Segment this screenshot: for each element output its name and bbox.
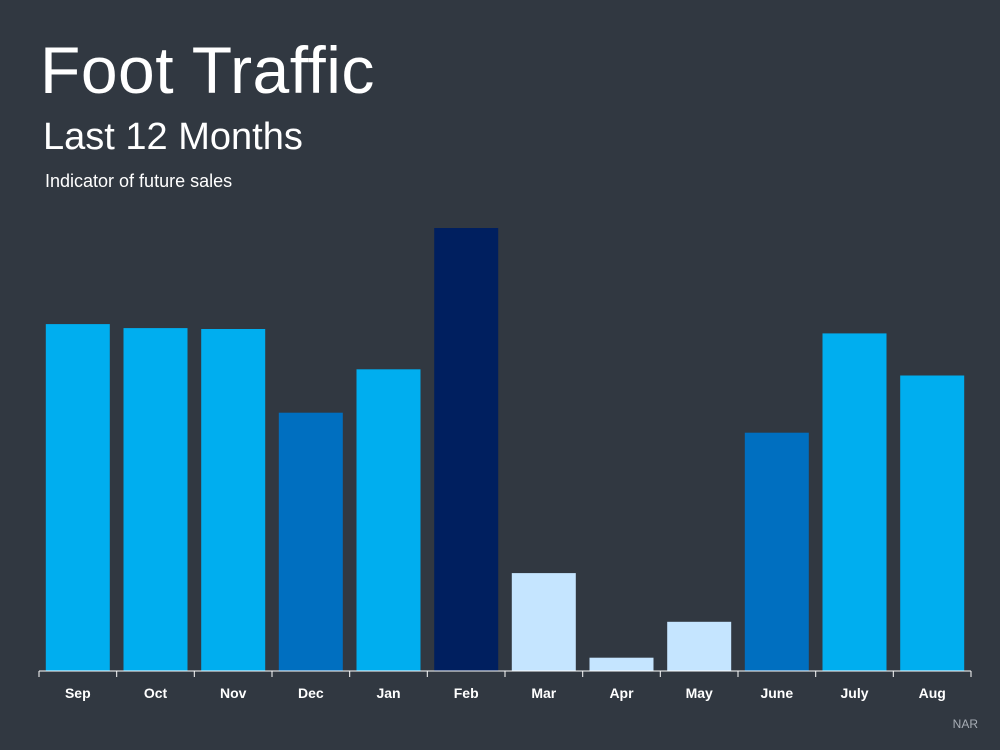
- x-tick-label-july: July: [840, 685, 868, 701]
- bar-aug: [900, 375, 965, 671]
- source-label: NAR: [952, 717, 978, 731]
- bar-dec: [278, 412, 343, 671]
- x-tick-label-nov: Nov: [220, 685, 247, 701]
- bar-mar: [511, 573, 576, 671]
- bar-sep: [45, 324, 110, 671]
- chart-note: Indicator of future sales: [45, 171, 233, 191]
- x-tick-label-june: June: [760, 685, 793, 701]
- x-tick-label-sep: Sep: [65, 685, 91, 701]
- x-tick-label-apr: Apr: [609, 685, 634, 701]
- x-tick-label-may: May: [686, 685, 713, 701]
- bar-nov: [201, 329, 266, 671]
- x-tick-label-dec: Dec: [298, 685, 324, 701]
- bar-may: [667, 621, 732, 671]
- chart-subtitle: Last 12 Months: [43, 116, 303, 158]
- bar-jan: [356, 369, 421, 671]
- bar-feb: [434, 228, 499, 671]
- x-tick-label-aug: Aug: [919, 685, 946, 701]
- x-tick-label-oct: Oct: [144, 685, 168, 701]
- bar-oct: [123, 328, 188, 671]
- x-tick-label-mar: Mar: [531, 685, 556, 701]
- bar-june: [744, 432, 809, 671]
- x-tick-label-feb: Feb: [454, 685, 479, 701]
- x-tick-label-jan: Jan: [376, 685, 400, 701]
- bar-july: [822, 333, 887, 671]
- chart-title: Foot Traffic: [40, 33, 375, 107]
- bar-apr: [589, 657, 654, 671]
